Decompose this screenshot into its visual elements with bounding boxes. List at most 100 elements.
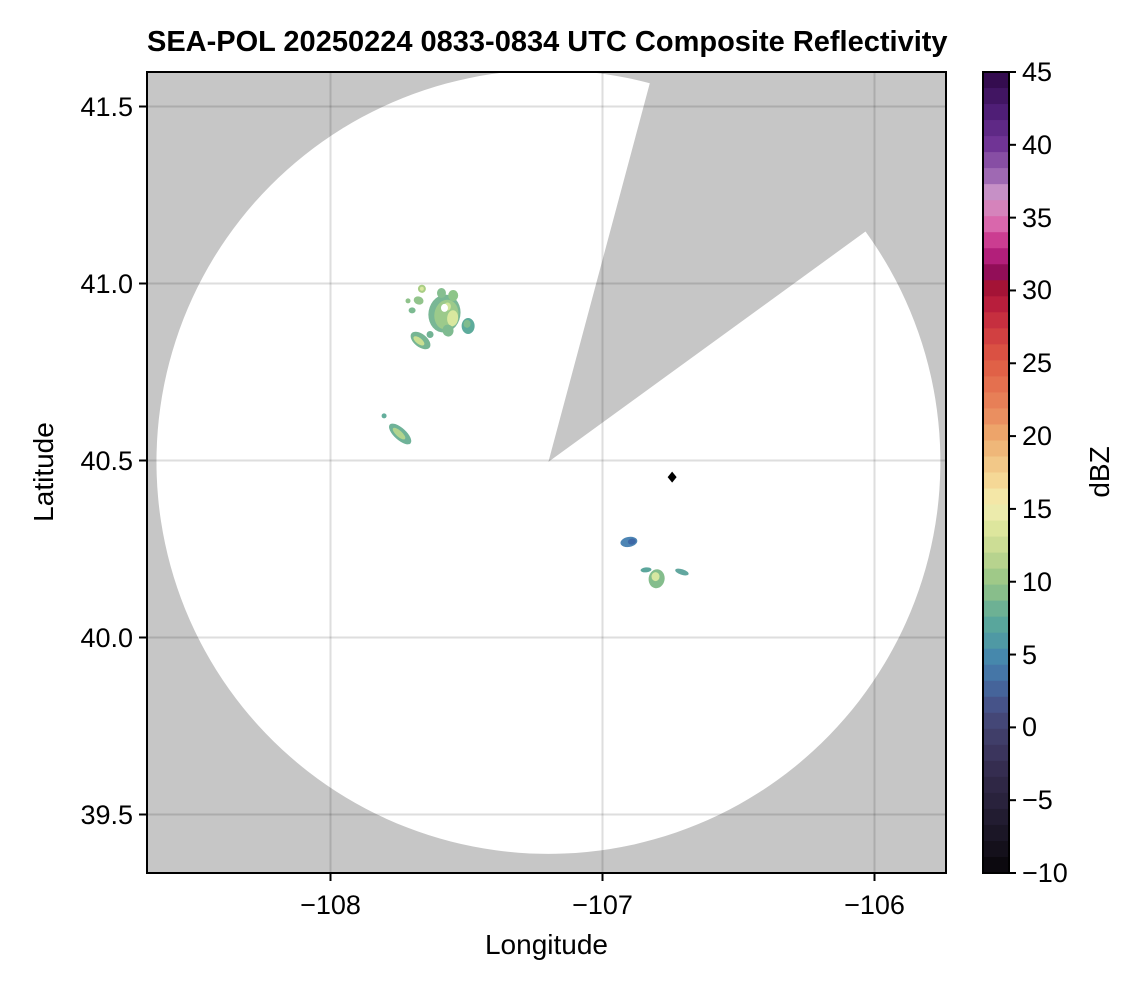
colorbar-tick-label: 45	[1022, 57, 1053, 87]
colorbar-band	[983, 408, 1009, 426]
y-tick-label: 40.0	[80, 622, 133, 653]
colorbar-band	[983, 312, 1009, 329]
colorbar-band	[983, 600, 1009, 618]
colorbar-band	[983, 88, 1009, 105]
plot-frame	[146, 71, 947, 874]
radar-echo	[381, 413, 387, 419]
colorbar-band	[983, 120, 1009, 137]
colorbar-band	[983, 152, 1009, 169]
reflectivity-echoes	[381, 284, 689, 589]
colorbar-tick-label: 40	[1022, 129, 1053, 160]
gridlines	[147, 72, 946, 873]
colorbar-band	[983, 456, 1009, 474]
axis-ticks	[139, 105, 876, 881]
colorbar-band	[983, 552, 1009, 570]
colorbar-tick-label: 35	[1022, 202, 1053, 233]
colorbar-band	[983, 136, 1009, 153]
colorbar-band	[983, 712, 1009, 730]
y-tick-label: 39.5	[80, 799, 133, 830]
radar-echo	[442, 324, 454, 337]
colorbar-band	[983, 728, 1009, 746]
colorbar-tick-label: 10	[1022, 566, 1053, 597]
colorbar-band	[983, 232, 1009, 249]
colorbar-band	[983, 520, 1009, 538]
radar-echo	[627, 538, 636, 545]
colorbar-band	[983, 376, 1009, 393]
radar-echo	[413, 296, 424, 305]
colorbar-band	[983, 840, 1009, 858]
colorbar-band	[983, 744, 1009, 762]
radar-coverage-area	[156, 72, 941, 854]
radar-echo	[448, 290, 459, 302]
radar-echo	[392, 427, 406, 440]
radar-echo	[463, 319, 471, 328]
colorbar-band	[983, 200, 1009, 217]
y-tick-label: 41.0	[80, 268, 133, 299]
radar-echo	[436, 288, 446, 299]
colorbar-band	[983, 424, 1009, 442]
colorbar-band	[983, 248, 1009, 265]
colorbar-band	[983, 648, 1009, 666]
colorbar-band	[983, 472, 1009, 490]
colorbar-band	[983, 360, 1009, 377]
colorbar-band	[983, 632, 1009, 650]
radar-echo	[426, 330, 434, 338]
y-tick-label: 40.5	[80, 445, 133, 476]
colorbar-tick-label: 25	[1022, 348, 1053, 379]
colorbar-band	[983, 168, 1009, 185]
colorbar-band	[983, 824, 1009, 842]
colorbar-band	[983, 504, 1009, 522]
y-tick-label: 41.5	[80, 91, 133, 122]
radar-echo	[640, 567, 652, 573]
x-tick-label: −106	[844, 890, 905, 920]
radar-echo	[651, 572, 660, 582]
colorbar-tick-label: −10	[1022, 858, 1068, 888]
radar-echo	[413, 336, 425, 346]
colorbar-band	[983, 264, 1009, 281]
radar-echo	[405, 298, 411, 304]
site-marker-diamond	[667, 471, 677, 483]
colorbar	[982, 71, 1016, 874]
colorbar-frame	[982, 71, 1010, 874]
colorbar-band	[983, 808, 1009, 826]
colorbar-band	[983, 616, 1009, 634]
colorbar-band	[983, 72, 1009, 89]
colorbar-band	[983, 344, 1009, 361]
colorbar-band	[983, 856, 1009, 874]
colorbar-band	[983, 568, 1009, 586]
radar-echo	[675, 568, 689, 576]
radar-echo	[408, 307, 416, 314]
colorbar-band	[983, 296, 1009, 313]
x-tick-label: −107	[572, 890, 633, 920]
colorbar-band	[983, 696, 1009, 714]
radar-echo	[440, 303, 448, 312]
colorbar-band	[983, 184, 1009, 201]
colorbar-band	[983, 664, 1009, 682]
chart-title: SEA-POL 20250224 0833-0834 UTC Composite…	[147, 26, 948, 58]
colorbar-tick-label: 5	[1022, 639, 1038, 670]
colorbar-tick-label: 0	[1022, 712, 1038, 743]
x-tick-label: −108	[300, 890, 361, 920]
x-axis-label: Longitude	[484, 929, 608, 960]
colorbar-tick-label: 30	[1022, 275, 1053, 306]
colorbar-tick-label: 20	[1022, 421, 1053, 452]
colorbar-band	[983, 104, 1009, 121]
colorbar-tick-label: 15	[1022, 493, 1053, 524]
colorbar-band	[983, 280, 1009, 297]
colorbar-label: dBZ	[1084, 446, 1115, 498]
colorbar-band	[983, 680, 1009, 698]
colorbar-band	[983, 536, 1009, 554]
colorbar-band	[983, 760, 1009, 778]
radar-echo	[447, 310, 459, 327]
colorbar-band	[983, 488, 1009, 506]
colorbar-band	[983, 584, 1009, 602]
colorbar-band	[983, 216, 1009, 233]
colorbar-band	[983, 792, 1009, 810]
colorbar-band	[983, 776, 1009, 794]
radar-echo	[419, 286, 424, 291]
colorbar-band	[983, 440, 1009, 458]
colorbar-tick-label: −5	[1022, 785, 1053, 816]
colorbar-band	[983, 392, 1009, 410]
